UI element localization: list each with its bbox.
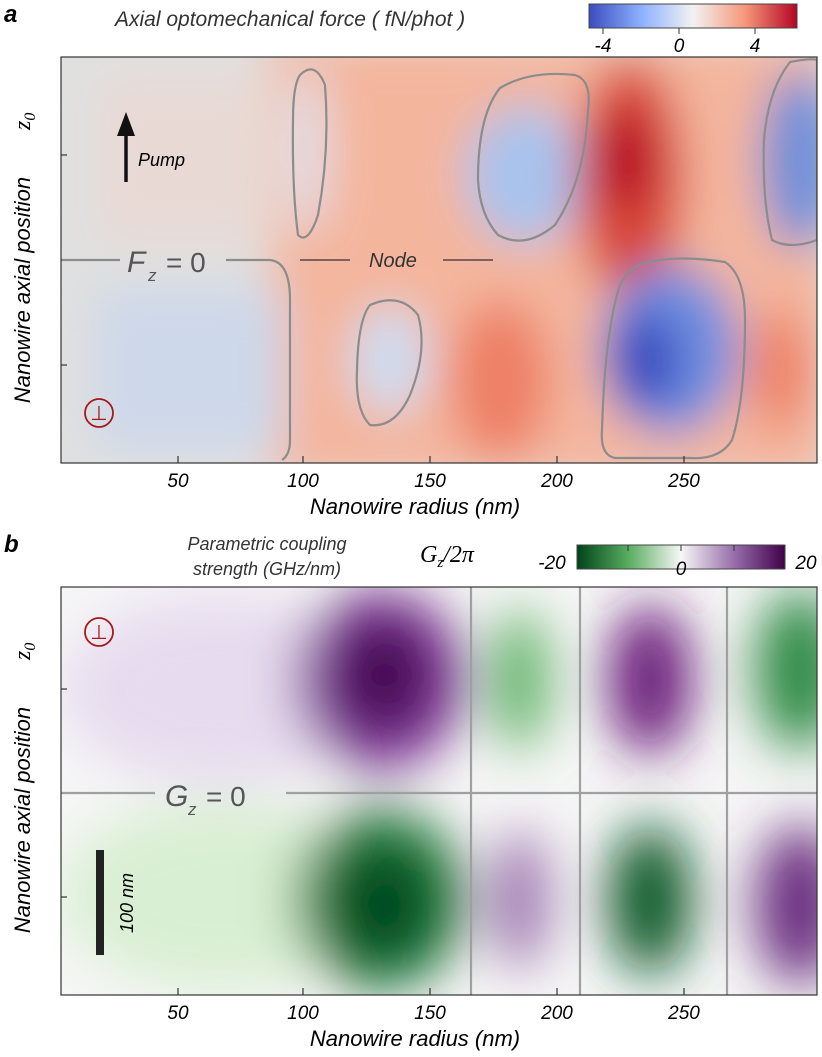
y-axis-symbol-b: z0 [10, 643, 39, 661]
zero-label-b-subscript: z [187, 800, 197, 819]
zero-label-a-symbol: F [127, 246, 147, 279]
colorbar-a [588, 3, 798, 29]
x-tick-label-a: 250 [667, 471, 700, 492]
colorbar-b-tick-label: 0 [676, 559, 687, 580]
colorbar-symbol-b: Gz/2π [420, 542, 475, 571]
x-axis-label-a: Nanowire radius (nm) [310, 494, 520, 519]
colorbar-a-ticks [602, 28, 756, 34]
polarization-symbol-b: ⊥ [90, 622, 107, 644]
zero-label-b-eq: = 0 [206, 781, 246, 812]
colorbar-b-ticks [627, 545, 735, 551]
zero-contours-a [61, 58, 817, 461]
node-label: Node [369, 250, 417, 272]
zero-label-b-symbol: G [165, 780, 188, 813]
y-axis-label-a-group: Nanowire axial position z0 [10, 113, 39, 403]
zero-contours-b [61, 587, 817, 995]
colorbar-a-tick-label: 0 [674, 36, 685, 57]
colorbar-a-tick-label: -4 [595, 36, 612, 57]
zero-label-a-eq: = 0 [166, 247, 206, 278]
y-axis-symbol-a: z0 [10, 113, 39, 131]
pump-label: Pump [138, 150, 185, 170]
panel-letter-b: b [4, 531, 19, 558]
x-tick-label-b: 250 [667, 1003, 700, 1024]
polarization-icon-b [84, 617, 114, 647]
y-axis-label-b: Nanowire axial position [10, 707, 35, 933]
x-ticks-a [61, 154, 685, 463]
x-ticks-b [61, 688, 685, 995]
plot-frame-b [60, 586, 818, 996]
colorbar-b-tick-label: -20 [538, 553, 566, 574]
colorbar-title-b-line1: Parametric coupling [187, 534, 346, 554]
zero-label-a-subscript: z [147, 266, 157, 285]
heatmap-a: Pump F z = 0 Node ⊥ [61, 57, 817, 463]
polarization-icon-a [84, 398, 114, 428]
colorbar-title-b-line2: strength (GHz/nm) [193, 559, 341, 579]
scale-bar [96, 850, 104, 955]
panel-letter-a: a [4, 1, 17, 28]
x-tick-label-a: 100 [287, 471, 319, 492]
colorbar-b-tick-label: 20 [794, 553, 817, 574]
heatmap-b: G z = 0 100 nm ⊥ [61, 587, 817, 995]
colorbar-a-tick-label: 4 [750, 36, 761, 57]
x-tick-label-b: 100 [287, 1003, 319, 1024]
x-axis-label-b: Nanowire radius (nm) [310, 1026, 520, 1051]
x-tick-label-a: 50 [167, 471, 189, 492]
colorbar-title-a: Axial optomechanical force ( fN/phot ) [113, 8, 465, 31]
scale-bar-label: 100 nm [117, 873, 137, 933]
pump-arrow-icon [117, 112, 135, 182]
plot-frame-a [60, 56, 818, 464]
x-tick-label-b: 50 [167, 1003, 189, 1024]
x-tick-label-b: 150 [414, 1003, 446, 1024]
y-axis-label-b-group: Nanowire axial position z0 [10, 643, 39, 933]
polarization-symbol-a: ⊥ [90, 403, 107, 425]
y-axis-label-a: Nanowire axial position [10, 177, 35, 403]
x-tick-label-a: 150 [414, 471, 446, 492]
x-tick-label-a: 200 [540, 471, 573, 492]
x-tick-label-b: 200 [540, 1003, 573, 1024]
